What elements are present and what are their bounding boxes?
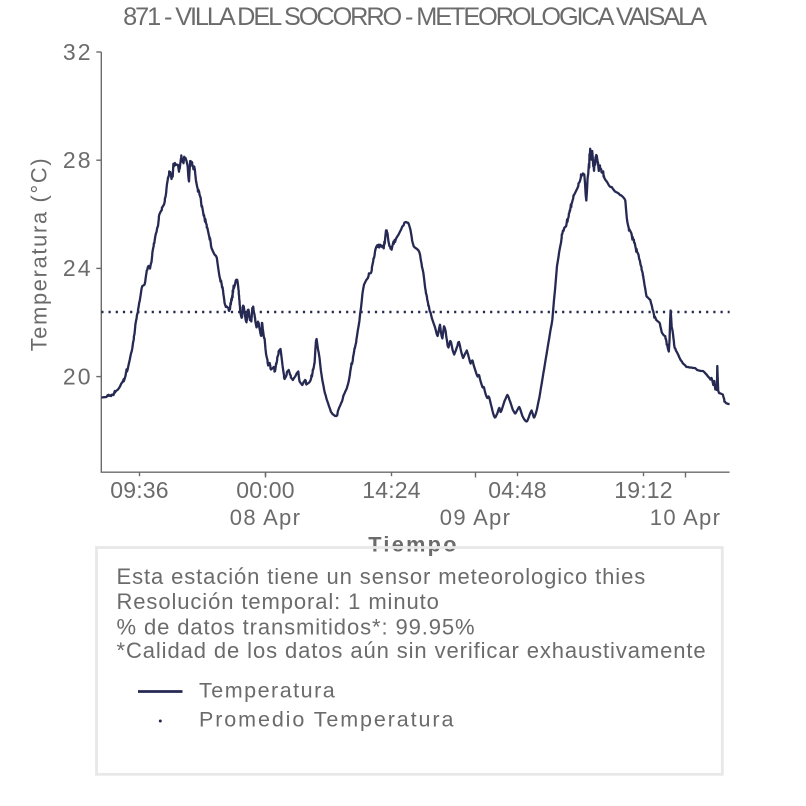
svg-text:Esta estación tiene un sensor: Esta estación tiene un sensor meteorolog…	[117, 564, 647, 589]
svg-text:Temperatura (°C): Temperatura (°C)	[27, 157, 52, 352]
svg-text:871 - VILLA DEL SOCORRO - METE: 871 - VILLA DEL SOCORRO - METEOROLOGICA …	[123, 3, 707, 31]
svg-text:% de datos transmitidos*: 99.9: % de datos transmitidos*: 99.95%	[117, 615, 476, 640]
svg-text:28: 28	[63, 147, 93, 173]
svg-text:08 Apr: 08 Apr	[230, 505, 301, 530]
svg-text:24: 24	[63, 255, 93, 281]
svg-text:*Calidad de los datos aún sin: *Calidad de los datos aún sin verificar …	[117, 638, 707, 663]
svg-text:20: 20	[63, 363, 93, 389]
svg-text:32: 32	[63, 39, 93, 65]
svg-text:09:36: 09:36	[110, 477, 169, 503]
svg-text:00:00: 00:00	[236, 477, 295, 503]
svg-text:09 Apr: 09 Apr	[440, 505, 511, 530]
svg-text:04:48: 04:48	[488, 477, 547, 503]
svg-text:19:12: 19:12	[614, 477, 673, 503]
svg-text:Resolución temporal: 1 minuto: Resolución temporal: 1 minuto	[117, 589, 440, 614]
svg-text:Temperatura: Temperatura	[199, 679, 336, 703]
svg-text:Tiempo: Tiempo	[368, 532, 459, 557]
svg-text:10 Apr: 10 Apr	[650, 505, 721, 530]
svg-text:14:24: 14:24	[362, 477, 421, 503]
svg-text:Promedio Temperatura: Promedio Temperatura	[199, 707, 455, 731]
